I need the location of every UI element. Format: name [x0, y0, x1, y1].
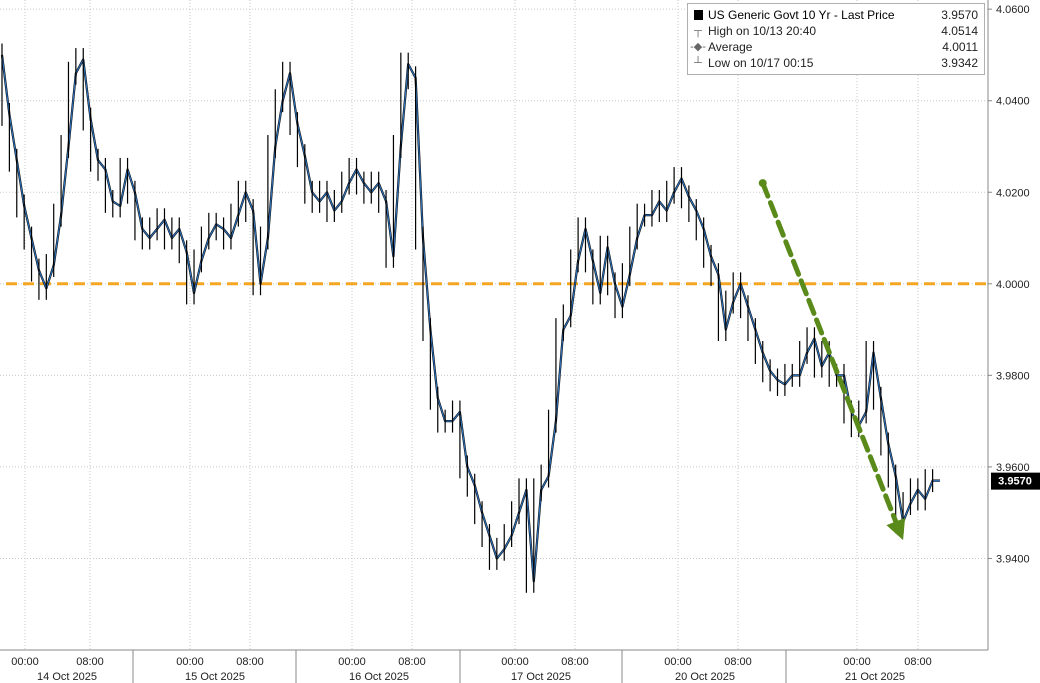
y-tick-label: 4.0200 [996, 187, 1030, 199]
average-marker-icon: -◆- [690, 41, 706, 53]
legend-average-value: 4.0011 [942, 40, 978, 54]
legend-average-label: Average [708, 40, 753, 54]
x-tick-label: 00:00 [843, 656, 871, 668]
x-tick-label: 08:00 [724, 656, 752, 668]
x-date-label: 15 Oct 2025 [185, 671, 245, 683]
legend-high-label: High on 10/13 20:40 [708, 24, 817, 38]
date-dividers [132, 650, 787, 683]
legend-box: US Generic Govt 10 Yr - Last Price 3.957… [687, 3, 985, 75]
y-tick-label: 3.9600 [996, 462, 1030, 474]
trend-arrow [758, 179, 906, 541]
x-tick-label: 00:00 [664, 656, 692, 668]
y-tick-label: 4.0000 [996, 279, 1030, 291]
x-tick-label: 00:00 [338, 656, 366, 668]
legend-series-name: US Generic Govt 10 Yr - Last Price [708, 8, 895, 22]
x-tick-label: 00:00 [11, 656, 39, 668]
trend-arrow-start [758, 179, 767, 188]
high-marker-icon: ┬ [694, 25, 702, 37]
x-date-label: 14 Oct 2025 [37, 671, 97, 683]
x-axis: 00:00 08:00 00:00 08:00 00:00 08:00 00:00 08:00… [11, 656, 932, 683]
y-tick-label: 4.0600 [996, 4, 1030, 16]
x-date-label: 16 Oct 2025 [349, 671, 409, 683]
x-date-label: 17 Oct 2025 [511, 671, 571, 683]
series-line-dark [0, 54, 940, 583]
x-tick-label: 08:00 [561, 656, 589, 668]
x-tick-label: 00:00 [501, 656, 529, 668]
legend-low-value: 3.9342 [941, 56, 978, 70]
x-date-label: 21 Oct 2025 [845, 671, 905, 683]
series-swatch-icon [688, 7, 708, 23]
x-tick-label: 08:00 [398, 656, 426, 668]
x-date-label: 20 Oct 2025 [675, 671, 735, 683]
series-line-blue [1, 54, 940, 582]
legend-last-value: 3.9570 [941, 8, 978, 22]
x-tick-label: 08:00 [76, 656, 104, 668]
y-tick-label: 3.9800 [996, 370, 1030, 382]
trend-arrow-shaft [760, 180, 899, 525]
x-tick-label: 08:00 [904, 656, 932, 668]
legend-high-row: ┬ High on 10/13 20:40 4.0514 [688, 23, 978, 39]
y-axis: 4.0600 4.0400 4.0200 4.0000 3.9800 3.9600 3.94… [988, 4, 1030, 565]
series-line [0, 43, 940, 593]
y-tick-label: 3.9400 [996, 553, 1030, 565]
x-tick-label: 00:00 [176, 656, 204, 668]
legend-low-row: ┴ Low on 10/17 00:15 3.9342 [688, 55, 978, 71]
last-price-tag: 3.9570 [991, 472, 1040, 490]
legend-average-row: -◆- Average 4.0011 [688, 39, 978, 55]
legend-high-value: 4.0514 [941, 24, 978, 38]
low-marker-icon: ┴ [694, 57, 702, 69]
y-tick-label: 4.0400 [996, 96, 1030, 108]
grid-lines [0, 0, 988, 650]
legend-series-row: US Generic Govt 10 Yr - Last Price 3.957… [688, 7, 978, 23]
trend-arrow-head [886, 517, 906, 541]
last-price-tag-text: 3.9570 [998, 476, 1032, 488]
legend-low-label: Low on 10/17 00:15 [708, 56, 814, 70]
x-tick-label: 08:00 [236, 656, 264, 668]
